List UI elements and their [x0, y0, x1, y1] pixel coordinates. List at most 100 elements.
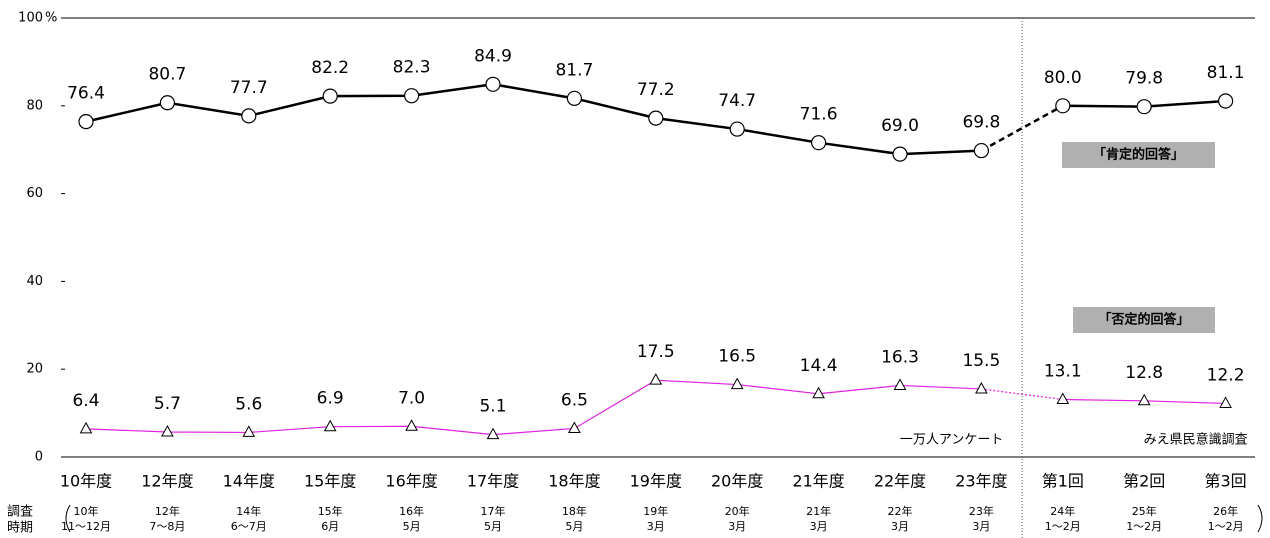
data-label: 80.7 — [148, 65, 186, 85]
marker — [404, 88, 420, 104]
x-tick-label: 第3回 — [1205, 472, 1247, 491]
data-label: 14.4 — [800, 356, 838, 376]
data-label: 81.7 — [555, 60, 593, 80]
marker — [649, 373, 663, 385]
period-label: 21年 — [806, 504, 831, 518]
period-label: 19年 — [643, 504, 668, 518]
data-label: 5.1 — [479, 397, 506, 417]
data-label: 77.2 — [637, 80, 675, 100]
x-tick-label: 12年度 — [141, 472, 193, 491]
marker — [79, 421, 93, 434]
period-label: 6月 — [321, 520, 339, 533]
data-label: 69.8 — [962, 113, 1000, 133]
marker — [566, 90, 583, 106]
data-label: 7.0 — [398, 388, 425, 408]
data-label: 12.8 — [1125, 363, 1163, 383]
period-label: 11～12月 — [61, 520, 111, 533]
period-label: 25年 — [1132, 504, 1157, 518]
x-tick-label: 20年度 — [711, 472, 763, 491]
x-tick-label: 22年度 — [874, 472, 926, 491]
period-label: 24年 — [1050, 504, 1075, 518]
series-line — [85, 379, 982, 436]
y-tick-label: 20 — [26, 362, 43, 377]
period-label: 17年 — [481, 504, 506, 518]
data-label: 6.4 — [72, 391, 99, 411]
marker — [159, 95, 175, 111]
marker — [729, 121, 745, 137]
marker — [78, 114, 94, 130]
legend-label: 「否定的回答」 — [1098, 312, 1189, 328]
x-tick-label: 10年度 — [60, 472, 112, 491]
marker — [322, 88, 338, 104]
marker — [1055, 98, 1071, 114]
data-label: 6.9 — [317, 389, 344, 409]
period-label: 6～7月 — [231, 520, 267, 533]
marker — [893, 378, 907, 390]
data-label: 17.5 — [637, 342, 675, 362]
x-tick-label: 16年度 — [385, 472, 437, 491]
marker — [812, 386, 825, 399]
legend-box — [1073, 307, 1215, 333]
data-label: 16.5 — [718, 347, 756, 367]
period-label: 3月 — [647, 520, 665, 533]
data-label: 74.7 — [718, 91, 756, 111]
data-label: 6.5 — [561, 390, 588, 410]
data-label: 81.1 — [1207, 63, 1245, 83]
bracket — [65, 504, 71, 533]
marker — [975, 381, 988, 394]
x-tick-label: 18年度 — [548, 472, 600, 491]
data-label: 69.0 — [881, 116, 919, 136]
marker — [892, 146, 908, 162]
period-label: 3月 — [891, 520, 909, 533]
group-label: みえ県民意識調査 — [1144, 432, 1248, 448]
marker — [323, 419, 337, 432]
y-unit: % — [45, 11, 57, 26]
period-label: 20年 — [725, 504, 750, 518]
marker — [1137, 393, 1151, 406]
x-tick-label: 19年度 — [630, 472, 682, 491]
series-line — [85, 83, 982, 156]
period-title: 時期 — [7, 521, 33, 536]
data-label: 84.9 — [474, 46, 512, 66]
marker — [242, 425, 256, 437]
y-tick-label: 100 — [18, 11, 43, 26]
data-label: 71.6 — [800, 105, 838, 125]
data-label: 13.1 — [1044, 361, 1082, 381]
data-label: 79.8 — [1125, 69, 1163, 89]
data-label: 5.7 — [154, 394, 181, 414]
bracket — [1257, 504, 1263, 533]
marker — [1056, 392, 1070, 404]
group-label: 一万人アンケート — [900, 433, 1003, 448]
marker — [568, 421, 581, 433]
period-label: 18年 — [562, 504, 587, 518]
period-label: 12年 — [155, 504, 180, 518]
period-label: 5月 — [484, 520, 502, 533]
data-label: 5.6 — [235, 394, 262, 414]
x-tick-label: 第2回 — [1123, 472, 1165, 491]
data-label: 12.2 — [1207, 365, 1245, 385]
series-connector — [980, 104, 1064, 152]
data-label: 82.3 — [393, 58, 431, 78]
x-tick-label: 15年度 — [304, 472, 356, 491]
period-label: 5月 — [403, 520, 421, 533]
period-label: 16年 — [399, 504, 424, 518]
data-label: 77.7 — [230, 78, 268, 98]
y-tick-label: 80 — [26, 98, 43, 113]
period-label: 26年 — [1213, 504, 1238, 518]
marker — [241, 108, 257, 124]
marker — [1136, 99, 1152, 115]
period-label: 3月 — [972, 520, 990, 533]
period-label: 14年 — [236, 504, 261, 518]
marker — [485, 76, 501, 92]
x-tick-label: 21年度 — [792, 472, 844, 491]
period-label: 1～2月 — [1126, 520, 1162, 533]
marker — [973, 142, 990, 159]
legend-label: 「肯定的回答」 — [1093, 147, 1184, 163]
period-label: 3月 — [810, 520, 828, 533]
period-label: 15年 — [318, 504, 343, 518]
marker — [486, 427, 500, 440]
x-tick-label: 第1回 — [1042, 472, 1084, 491]
period-label: 23年 — [969, 504, 994, 518]
